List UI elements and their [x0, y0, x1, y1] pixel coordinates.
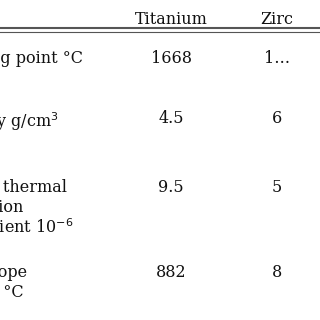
- Text: 4.5: 4.5: [158, 110, 184, 127]
- Text: 1668: 1668: [151, 50, 192, 67]
- Text: 882: 882: [156, 264, 187, 281]
- Text: 6: 6: [272, 110, 282, 127]
- Text: r thermal
sion
cient 10$^{-6}$: r thermal sion cient 10$^{-6}$: [0, 179, 74, 237]
- Text: Zirc: Zirc: [260, 11, 293, 28]
- Text: rope
s °C: rope s °C: [0, 264, 28, 300]
- Text: ng point °C: ng point °C: [0, 50, 84, 67]
- Text: 9.5: 9.5: [158, 179, 184, 196]
- Text: ty g/cm$^3$: ty g/cm$^3$: [0, 110, 59, 133]
- Text: 1…: 1…: [264, 50, 290, 67]
- Text: Titanium: Titanium: [135, 11, 208, 28]
- Text: 8: 8: [272, 264, 282, 281]
- Text: 5: 5: [272, 179, 282, 196]
